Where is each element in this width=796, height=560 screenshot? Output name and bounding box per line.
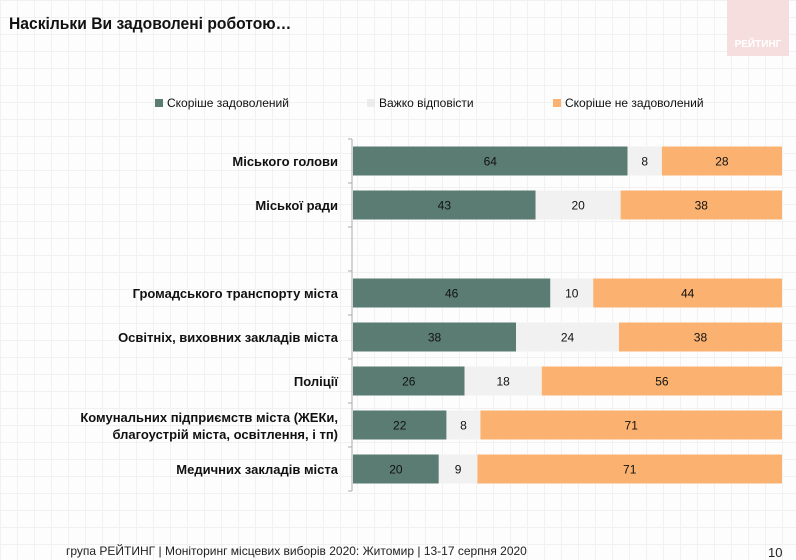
bar-segment <box>477 454 782 484</box>
data-label: 71 <box>623 463 637 477</box>
logo-text: РЕЙТИНГ <box>734 39 782 50</box>
bar-segment <box>627 146 662 176</box>
data-label: 46 <box>445 287 459 301</box>
data-label: 38 <box>694 331 708 345</box>
legend-label: Важко відповісти <box>379 96 474 110</box>
bar-segment <box>353 410 447 440</box>
category-label: Освітніх, виховних закладів міста <box>118 330 339 345</box>
bar-segment <box>438 454 478 484</box>
category-label: Громадського транспорту міста <box>133 286 339 301</box>
legend-label: Скоріше не задоволений <box>565 96 704 110</box>
legend-swatch-hard-to-say <box>367 99 375 107</box>
data-label: 8 <box>641 155 648 169</box>
bar-segment <box>535 190 621 220</box>
category-label: Міського голови <box>232 154 338 169</box>
data-label: 20 <box>389 463 403 477</box>
data-label: 38 <box>428 331 442 345</box>
data-label: 44 <box>681 287 695 301</box>
category-label: Міської ради <box>255 198 338 213</box>
data-label: 22 <box>393 419 407 433</box>
bar-segment <box>353 146 628 176</box>
data-label: 43 <box>438 199 452 213</box>
rating-logo: РЕЙТИНГ <box>727 0 789 56</box>
bar-segment <box>550 278 594 308</box>
bar-segment <box>618 322 782 352</box>
legend-item-not-satisfied: Скоріше не задоволений <box>553 96 704 110</box>
legend-swatch-not-satisfied <box>553 99 561 107</box>
legend-item-hard-to-say: Важко відповісти <box>367 96 474 110</box>
category-label: Медичних закладів міста <box>176 462 339 477</box>
legend-item-satisfied: Скоріше задоволений <box>155 96 289 110</box>
bar-segment <box>661 146 782 176</box>
category-label: Поліції <box>294 374 338 389</box>
data-label: 9 <box>455 463 462 477</box>
bar-segment <box>353 322 517 352</box>
bar-segment <box>353 278 551 308</box>
data-label: 8 <box>460 419 467 433</box>
page-number: 10 <box>768 545 783 560</box>
bar-segment <box>353 366 465 396</box>
legend-label: Скоріше задоволений <box>167 96 289 110</box>
bar-segment <box>541 366 782 396</box>
bar-segment <box>516 322 619 352</box>
data-label: 38 <box>695 199 709 213</box>
bar-segment <box>480 410 782 440</box>
page-title: Наскільки Ви задоволені роботою… <box>9 14 292 33</box>
bar-segment <box>620 190 782 220</box>
legend-swatch-satisfied <box>155 99 163 107</box>
data-label: 10 <box>565 287 579 301</box>
data-label: 64 <box>484 155 498 169</box>
footer: група РЕЙТИНГ | Моніторинг місцевих вибо… <box>66 544 527 558</box>
data-label: 56 <box>655 375 669 389</box>
data-label: 20 <box>571 199 585 213</box>
category-label: Комунальних підприємств міста (ЖЕКи, благ… <box>80 410 338 442</box>
bar-segment <box>353 454 439 484</box>
data-label: 26 <box>402 375 416 389</box>
bar-segment <box>593 278 782 308</box>
bar-segment <box>464 366 542 396</box>
data-label: 28 <box>715 155 729 169</box>
data-label: 71 <box>625 419 639 433</box>
bar-segment <box>353 190 536 220</box>
data-label: 18 <box>496 375 510 389</box>
bar-segment <box>446 410 481 440</box>
data-label: 24 <box>561 331 575 345</box>
